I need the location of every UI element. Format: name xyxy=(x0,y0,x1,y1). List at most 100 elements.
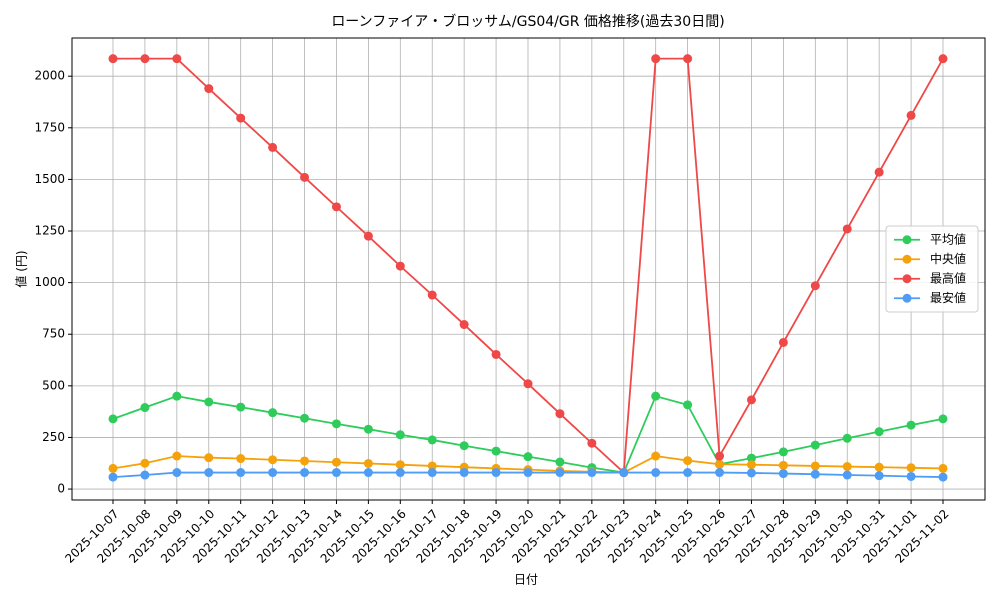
y-tick-label: 750 xyxy=(42,327,65,341)
data-point xyxy=(427,468,437,478)
data-point xyxy=(204,84,214,94)
legend-label: 最安値 xyxy=(930,290,966,305)
data-point xyxy=(236,402,246,412)
legend-marker xyxy=(902,293,912,303)
data-point xyxy=(491,349,501,359)
data-point xyxy=(459,441,469,451)
data-point xyxy=(683,54,693,64)
legend-marker xyxy=(902,235,912,245)
y-tick-label: 1250 xyxy=(34,224,65,238)
legend-label: 最高値 xyxy=(930,270,966,285)
data-point xyxy=(938,414,948,424)
data-point xyxy=(555,468,565,478)
y-tick-label: 1500 xyxy=(34,172,65,186)
data-point xyxy=(683,400,693,410)
data-point xyxy=(746,395,756,405)
data-point xyxy=(395,261,405,271)
data-point xyxy=(300,468,310,478)
data-point xyxy=(204,453,214,463)
y-tick-label: 0 xyxy=(57,482,65,496)
data-point xyxy=(651,54,661,64)
x-axis-label: 日付 xyxy=(514,573,538,587)
data-point xyxy=(268,142,278,152)
data-point xyxy=(651,391,661,401)
data-point xyxy=(746,468,756,478)
data-point xyxy=(300,456,310,466)
y-tick-label: 250 xyxy=(42,430,65,444)
data-point xyxy=(555,409,565,419)
data-point xyxy=(427,290,437,300)
data-point xyxy=(268,408,278,418)
data-point xyxy=(810,281,820,291)
data-point xyxy=(778,460,788,470)
data-point xyxy=(874,427,884,437)
data-point xyxy=(715,459,725,469)
data-point xyxy=(140,458,150,468)
data-point xyxy=(331,457,341,467)
data-point xyxy=(491,446,501,456)
y-axis-label: 値 (円) xyxy=(14,250,29,287)
data-point xyxy=(874,167,884,177)
data-point xyxy=(523,452,533,462)
data-point xyxy=(427,461,437,471)
data-point xyxy=(746,453,756,463)
data-point xyxy=(204,468,214,478)
data-point xyxy=(810,469,820,479)
data-point xyxy=(395,460,405,470)
data-point xyxy=(236,454,246,464)
data-point xyxy=(842,462,852,472)
data-point xyxy=(172,54,182,64)
data-point xyxy=(683,468,693,478)
data-point xyxy=(172,391,182,401)
data-point xyxy=(683,456,693,466)
data-point xyxy=(172,468,182,478)
data-point xyxy=(715,451,725,461)
data-point xyxy=(842,433,852,443)
data-point xyxy=(587,468,597,478)
data-point xyxy=(842,470,852,480)
data-point xyxy=(172,451,182,461)
data-point xyxy=(906,110,916,120)
data-point xyxy=(906,471,916,481)
data-point xyxy=(938,463,948,473)
data-point xyxy=(874,462,884,472)
data-point xyxy=(619,468,629,478)
plot-frame xyxy=(71,37,986,501)
data-point xyxy=(363,458,373,468)
data-point xyxy=(778,447,788,457)
data-point xyxy=(108,472,118,482)
data-point xyxy=(715,468,725,478)
y-tick-label: 500 xyxy=(42,378,65,392)
data-point xyxy=(459,468,469,478)
data-point xyxy=(140,470,150,480)
legend-label: 平均値 xyxy=(930,231,966,246)
data-point xyxy=(108,463,118,473)
data-point xyxy=(906,463,916,473)
data-point xyxy=(459,320,469,330)
data-point xyxy=(236,113,246,123)
data-point xyxy=(523,468,533,478)
data-point xyxy=(491,468,501,478)
data-point xyxy=(874,471,884,481)
data-point xyxy=(363,231,373,241)
legend-box xyxy=(885,225,979,313)
data-point xyxy=(587,438,597,448)
data-point xyxy=(778,469,788,479)
data-point xyxy=(108,54,118,64)
data-point xyxy=(651,451,661,461)
data-point xyxy=(140,403,150,413)
data-point xyxy=(268,468,278,478)
data-point xyxy=(523,379,533,389)
data-point xyxy=(140,54,150,64)
data-point xyxy=(268,455,278,465)
data-point xyxy=(555,457,565,467)
data-point xyxy=(108,414,118,424)
data-point xyxy=(204,397,214,407)
data-point xyxy=(810,461,820,471)
data-point xyxy=(746,460,756,470)
chart-title: ローンファイア・ブロッサム/GS04/GR 価格推移(過去30日間) xyxy=(331,13,724,30)
data-point xyxy=(938,472,948,482)
